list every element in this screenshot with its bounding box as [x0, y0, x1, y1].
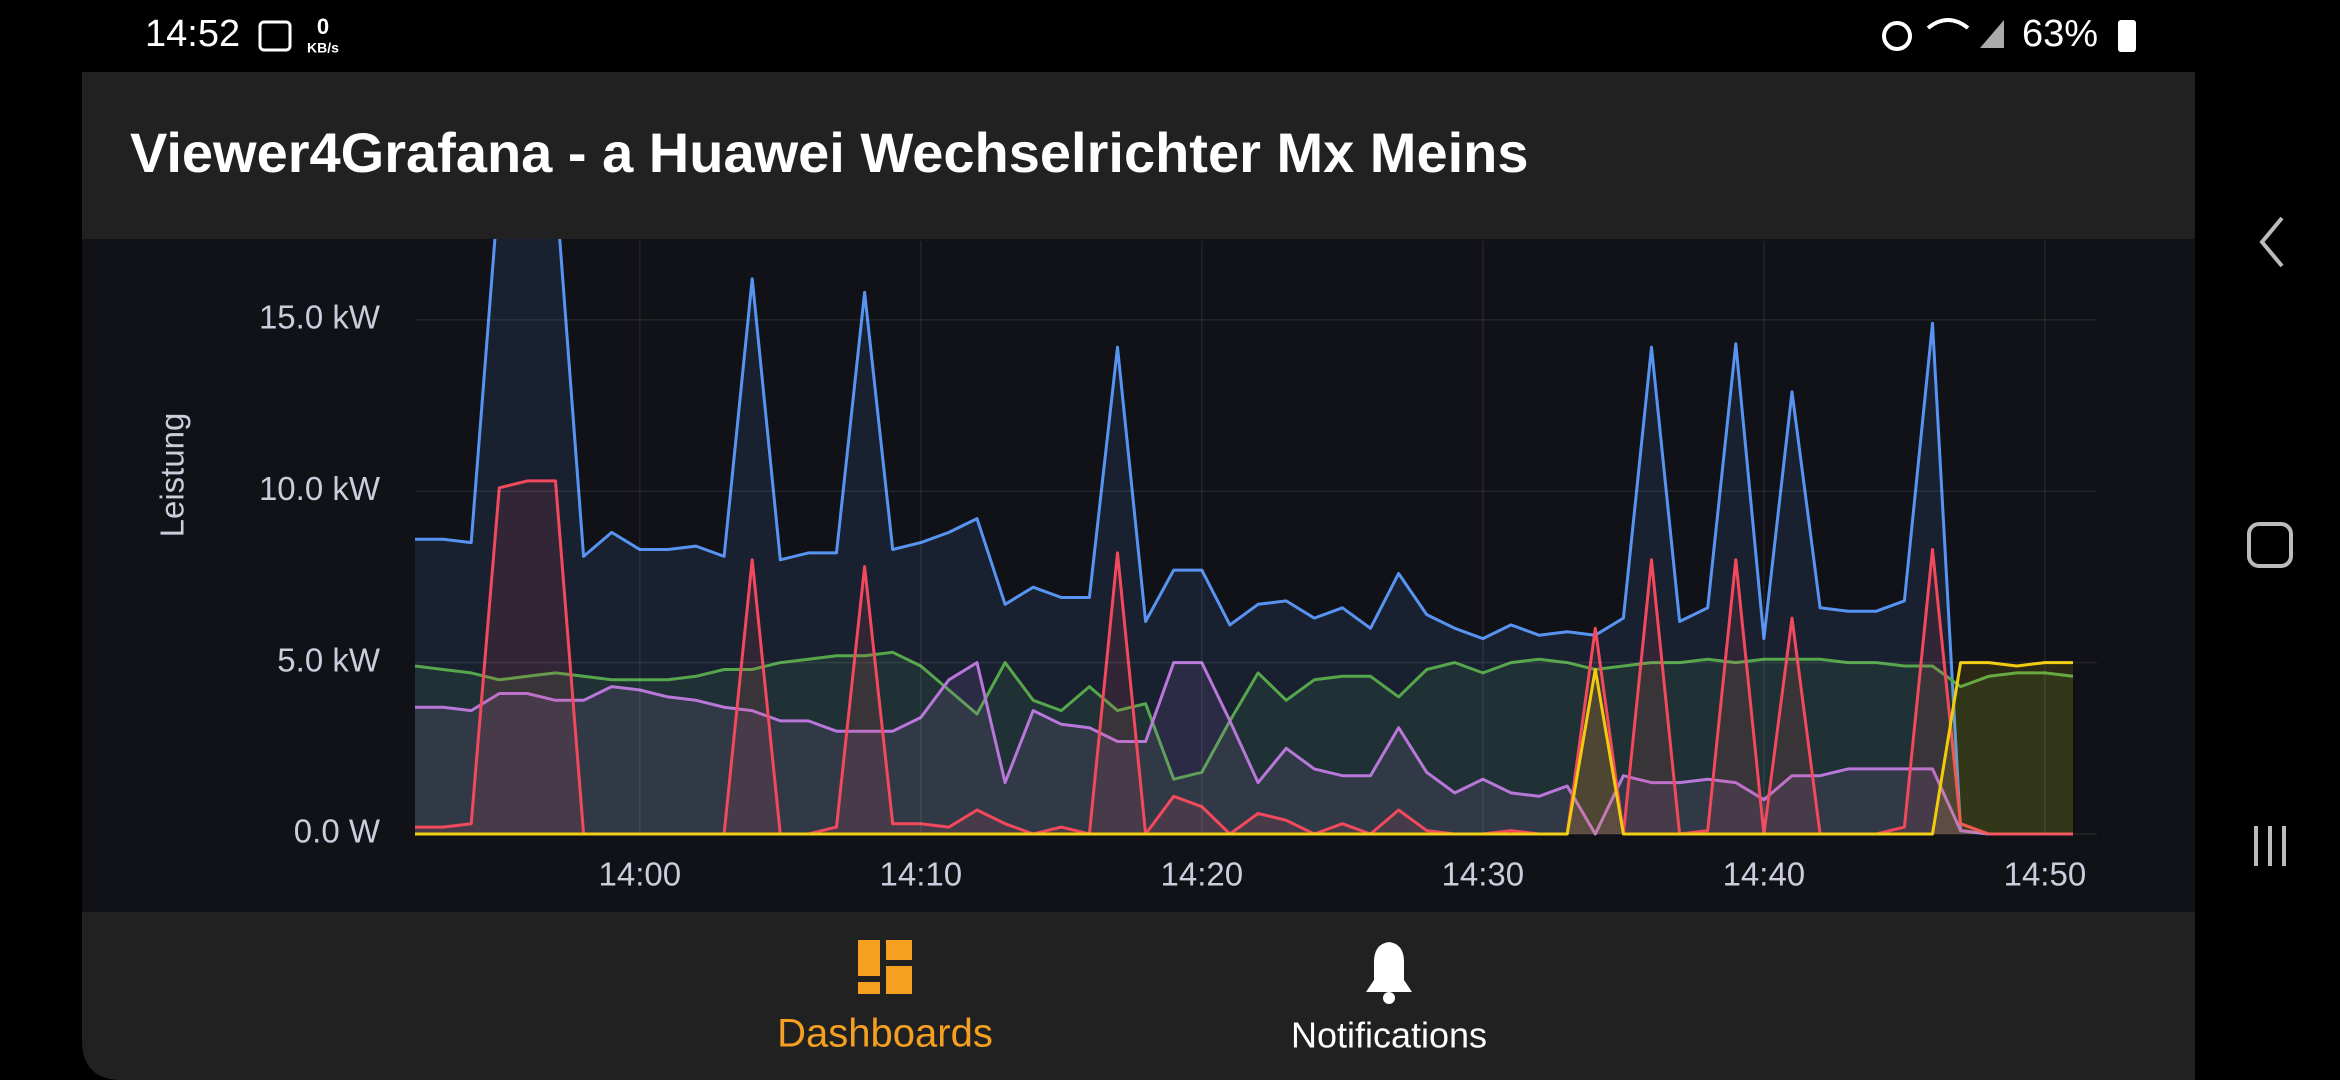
back-button[interactable] — [2259, 216, 2284, 268]
nav-label: Notifications — [1291, 1015, 1487, 1056]
clock: 14:52 — [145, 13, 240, 55]
battery-level: 63% — [2022, 13, 2098, 55]
x-tick-label: 14:20 — [1161, 856, 1244, 893]
y-tick-label: 0.0 W — [294, 813, 381, 850]
bell-clapper — [1383, 992, 1395, 1004]
y-axis-label: Leistung — [154, 413, 191, 538]
series-fill — [415, 480, 2073, 834]
wifi-icon — [1926, 18, 1970, 30]
x-tick-label: 14:40 — [1723, 856, 1806, 893]
x-tick-label: 14:30 — [1442, 856, 1525, 893]
alarm-icon — [1882, 21, 1912, 51]
series-line — [415, 661, 2073, 836]
series-line — [415, 661, 2073, 836]
home-button[interactable] — [2247, 522, 2293, 568]
y-tick-label: 5.0 kW — [277, 641, 381, 678]
nav-notifications[interactable]: Notifications — [1291, 942, 1487, 1056]
x-tick-label: 14:50 — [2004, 856, 2087, 893]
dashboards-icon-part — [886, 966, 912, 994]
chart-panel — [82, 239, 2195, 912]
dashboards-icon-part — [858, 940, 880, 976]
dashboards-icon-part — [886, 940, 912, 960]
net-unit: KB/s — [307, 40, 339, 56]
battery-icon — [2118, 20, 2136, 52]
nav-label: Dashboards — [777, 1012, 993, 1056]
net-speed: 0 — [317, 14, 329, 39]
series-line — [415, 239, 2073, 836]
nav-dashboards[interactable]: Dashboards — [777, 940, 993, 1056]
series-fill — [415, 662, 2073, 834]
x-tick-label: 14:10 — [880, 856, 963, 893]
series-fill — [415, 652, 2073, 834]
signal-icon — [1980, 20, 2004, 48]
plot — [414, 239, 2074, 836]
dashboards-icon-part — [858, 982, 880, 994]
x-tick-label: 14:00 — [599, 856, 682, 893]
bell-icon — [1366, 942, 1412, 992]
series-fill — [415, 239, 2073, 834]
y-tick-label: 10.0 kW — [259, 470, 381, 507]
app-title: Viewer4Grafana - a Huawei Wechselrichter… — [130, 121, 1529, 184]
gallery-icon — [258, 20, 292, 52]
y-tick-label: 15.0 kW — [259, 299, 381, 336]
recents-button[interactable] — [2254, 826, 2286, 866]
